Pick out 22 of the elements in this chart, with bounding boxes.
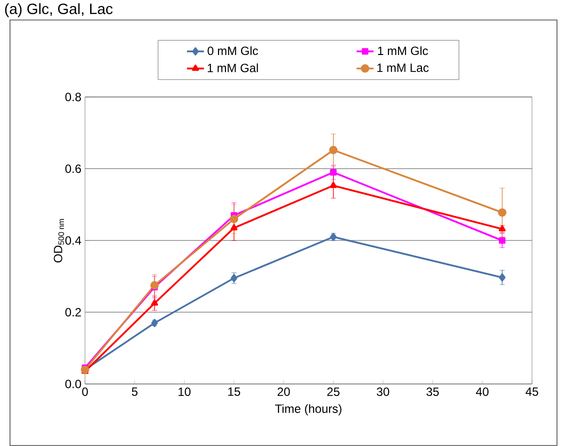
x-tick-label: 45 bbox=[526, 388, 538, 396]
legend-label: 1 mM Glc bbox=[378, 46, 428, 56]
x-tick-label: 10 bbox=[178, 388, 191, 396]
x-tick-label: 40 bbox=[476, 388, 489, 396]
x-tick-label: 20 bbox=[278, 388, 290, 396]
legend-label: 1 mM Gal bbox=[208, 63, 258, 72]
y-tick-label: 0.2 bbox=[65, 308, 81, 316]
x-tick-label: 15 bbox=[228, 388, 240, 396]
x-tick-label: 5 bbox=[132, 388, 138, 396]
legend-label: 0 mM Glc bbox=[208, 46, 258, 56]
y-axis-title: OD$_{500 nm}$ bbox=[54, 219, 64, 262]
x-axis-title: Time (hours) bbox=[275, 404, 342, 416]
x-tick-label: 35 bbox=[426, 388, 439, 396]
legend-label: 1 mM Lac bbox=[377, 64, 429, 72]
y-tick-label: 0.6 bbox=[65, 164, 81, 173]
y-tick-label: 0.0 bbox=[65, 380, 82, 388]
x-tick-label: 0 bbox=[82, 388, 88, 396]
x-tick-label: 30 bbox=[376, 388, 390, 396]
y-tick-label: 0.8 bbox=[65, 92, 81, 102]
y-tick-label: 0.4 bbox=[65, 236, 82, 245]
chart-title: (a) Glc, Gal, Lac bbox=[5, 3, 113, 18]
x-tick-label: 25 bbox=[327, 388, 340, 396]
